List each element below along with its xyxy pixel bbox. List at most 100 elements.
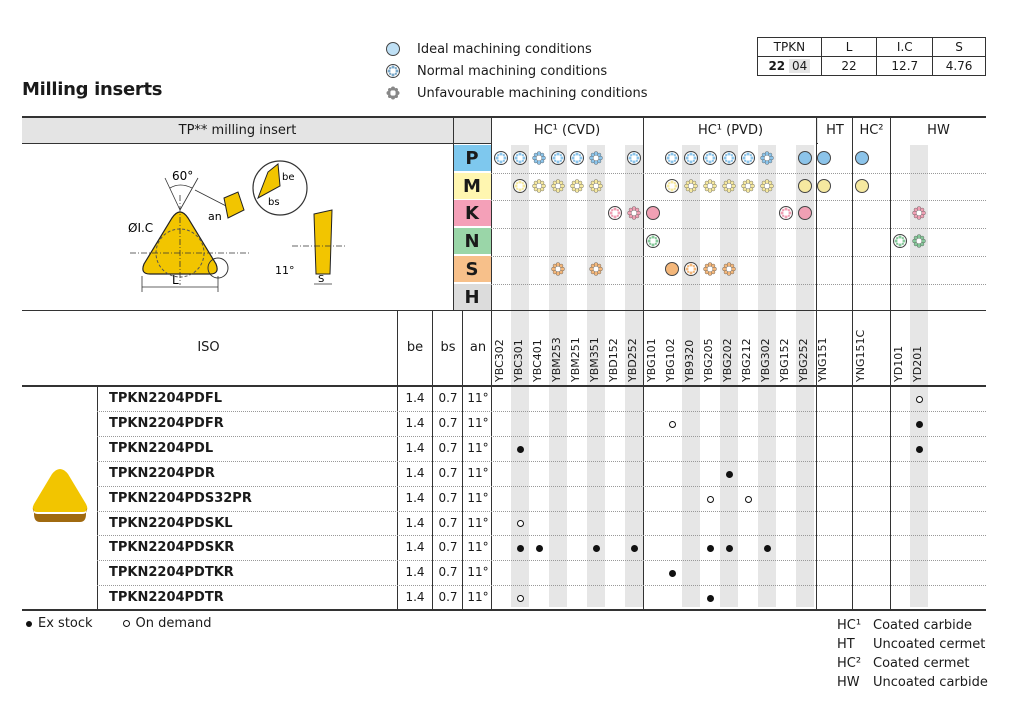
grade-column-shade xyxy=(625,145,643,607)
spec-header: I.C xyxy=(876,37,934,57)
spec-size-secondary: 04 xyxy=(788,59,811,73)
unfavourable-circle-icon xyxy=(721,261,737,277)
unfavourable-circle-icon xyxy=(386,86,400,100)
on-demand-circle-icon xyxy=(122,620,130,627)
insert-code: TPKN2204PDR xyxy=(109,465,215,481)
normal-circle-icon xyxy=(721,150,737,166)
table-row: TPKN2204PDFL 1.4 0.7 11° xyxy=(0,386,1016,411)
ideal-circle-icon xyxy=(854,178,870,194)
grade-name: YBG252 xyxy=(797,320,813,382)
ideal-circle-icon xyxy=(797,178,813,194)
row-bs-value: 0.7 xyxy=(438,440,458,455)
row-be-value: 1.4 xyxy=(405,565,425,580)
on-demand-circle-icon xyxy=(668,420,676,428)
condition-legend: Ideal machining conditions Normal machin… xyxy=(385,38,647,104)
group-hw-header: HW xyxy=(891,118,986,144)
normal-circle-icon xyxy=(778,205,794,221)
row-bs-value: 0.7 xyxy=(438,391,458,405)
material-tag-m: M xyxy=(453,172,491,200)
ex-stock-dot-icon xyxy=(706,595,714,603)
grade-name: YNG151 xyxy=(816,320,832,382)
grade-name-text: YD201 xyxy=(911,345,924,382)
unfavourable-circle-icon xyxy=(759,178,775,194)
grade-name: YBM251 xyxy=(569,320,585,382)
spec-header: L xyxy=(820,37,878,57)
grade-name: YB9320 xyxy=(683,320,699,382)
legend-unfavourable-label: Unfavourable machining conditions xyxy=(417,85,648,101)
ex-stock-dot-icon xyxy=(26,620,32,627)
grade-name-text: YBC302 xyxy=(493,339,506,382)
grade-column-shade xyxy=(511,145,529,607)
grade-name-text: YBM351 xyxy=(588,337,601,382)
normal-circle-icon xyxy=(683,150,699,166)
grade-name: YBD152 xyxy=(607,320,623,382)
spec-value: 4.76 xyxy=(932,56,986,76)
angle-arc xyxy=(169,184,193,189)
grade-name: YBG152 xyxy=(778,320,794,382)
row-bs-value: 0.7 xyxy=(438,465,458,480)
normal-circle-icon xyxy=(892,233,908,249)
ic-label: ØI.C xyxy=(128,221,153,235)
grid-line xyxy=(491,116,492,610)
ex-stock-dot-icon xyxy=(592,545,600,553)
unfavourable-circle-icon xyxy=(702,261,718,277)
key-row: HT Uncoated cermet xyxy=(837,635,988,654)
row-be-value: 1.4 xyxy=(405,415,425,430)
insert-product-icon xyxy=(32,469,88,522)
grade-name-text: YBD152 xyxy=(607,338,620,382)
grade-column-shade xyxy=(682,145,700,607)
grade-column-shade xyxy=(910,145,928,607)
normal-circle-icon xyxy=(664,150,680,166)
be-label: be xyxy=(282,172,295,183)
table-row: TPKN2204PDFR 1.4 0.7 11° xyxy=(0,411,1016,436)
grade-column-shade xyxy=(549,145,567,607)
grade-name: YBG102 xyxy=(664,320,680,382)
grade-name: YD201 xyxy=(911,320,927,382)
key-desc: Coated cermet xyxy=(873,656,970,671)
grade-name-text: YBG152 xyxy=(778,338,791,382)
ideal-circle-icon xyxy=(816,178,832,194)
on-demand-circle-icon xyxy=(516,595,524,603)
clearance-detail-shape xyxy=(223,191,245,219)
on-demand-circle-icon xyxy=(706,495,714,503)
group-hc2-header: HC² xyxy=(853,118,890,144)
ideal-circle-icon xyxy=(386,42,400,56)
grade-column-shade xyxy=(796,145,814,607)
row-be-value: 1.4 xyxy=(405,465,425,480)
row-an-value: 11° xyxy=(467,465,489,480)
grid-line xyxy=(890,116,891,610)
unfavourable-circle-icon xyxy=(721,178,737,194)
iso-header: ISO xyxy=(197,340,220,355)
grade-name: YBC301 xyxy=(512,320,528,382)
grade-name-text: YBC301 xyxy=(512,339,525,382)
row-be-value: 1.4 xyxy=(405,490,425,505)
key-abbr: HC² xyxy=(837,656,862,671)
ex-stock-dot-icon xyxy=(630,545,638,553)
insert-type-header: TP** milling insert xyxy=(178,123,297,138)
unfavourable-circle-icon xyxy=(702,178,718,194)
normal-circle-icon xyxy=(664,178,680,194)
row-an-value: 11° xyxy=(467,440,489,455)
material-tag-n: N xyxy=(453,228,491,256)
grid-line-dotted xyxy=(491,283,986,285)
spec-value: 12.7 xyxy=(876,56,934,76)
grid-line xyxy=(643,116,644,610)
grade-name: YD101 xyxy=(892,320,908,382)
side-view-insert xyxy=(313,209,333,275)
normal-circle-icon xyxy=(607,205,623,221)
unfavourable-circle-icon xyxy=(588,178,604,194)
row-be-value: 1.4 xyxy=(405,391,425,405)
key-desc: Uncoated carbide xyxy=(873,675,988,690)
grid-line-dotted xyxy=(97,535,986,537)
unfavourable-circle-icon xyxy=(911,205,927,221)
insert-drawing: 60° ØI.C L an be bs 11° S xyxy=(128,160,345,292)
unfavourable-circle-icon xyxy=(759,150,775,166)
grade-name-text: YNG151 xyxy=(816,337,829,382)
grid-line xyxy=(432,310,433,610)
material-tag-h: H xyxy=(453,283,491,311)
spec-value-row: 22 04 22 12.7 4.76 xyxy=(757,56,986,76)
table-row: TPKN2204PDTR 1.4 0.7 11° xyxy=(0,585,1016,610)
row-be-value: 1.4 xyxy=(405,515,425,530)
ideal-circle-icon xyxy=(645,205,661,221)
unfavourable-circle-icon xyxy=(550,178,566,194)
